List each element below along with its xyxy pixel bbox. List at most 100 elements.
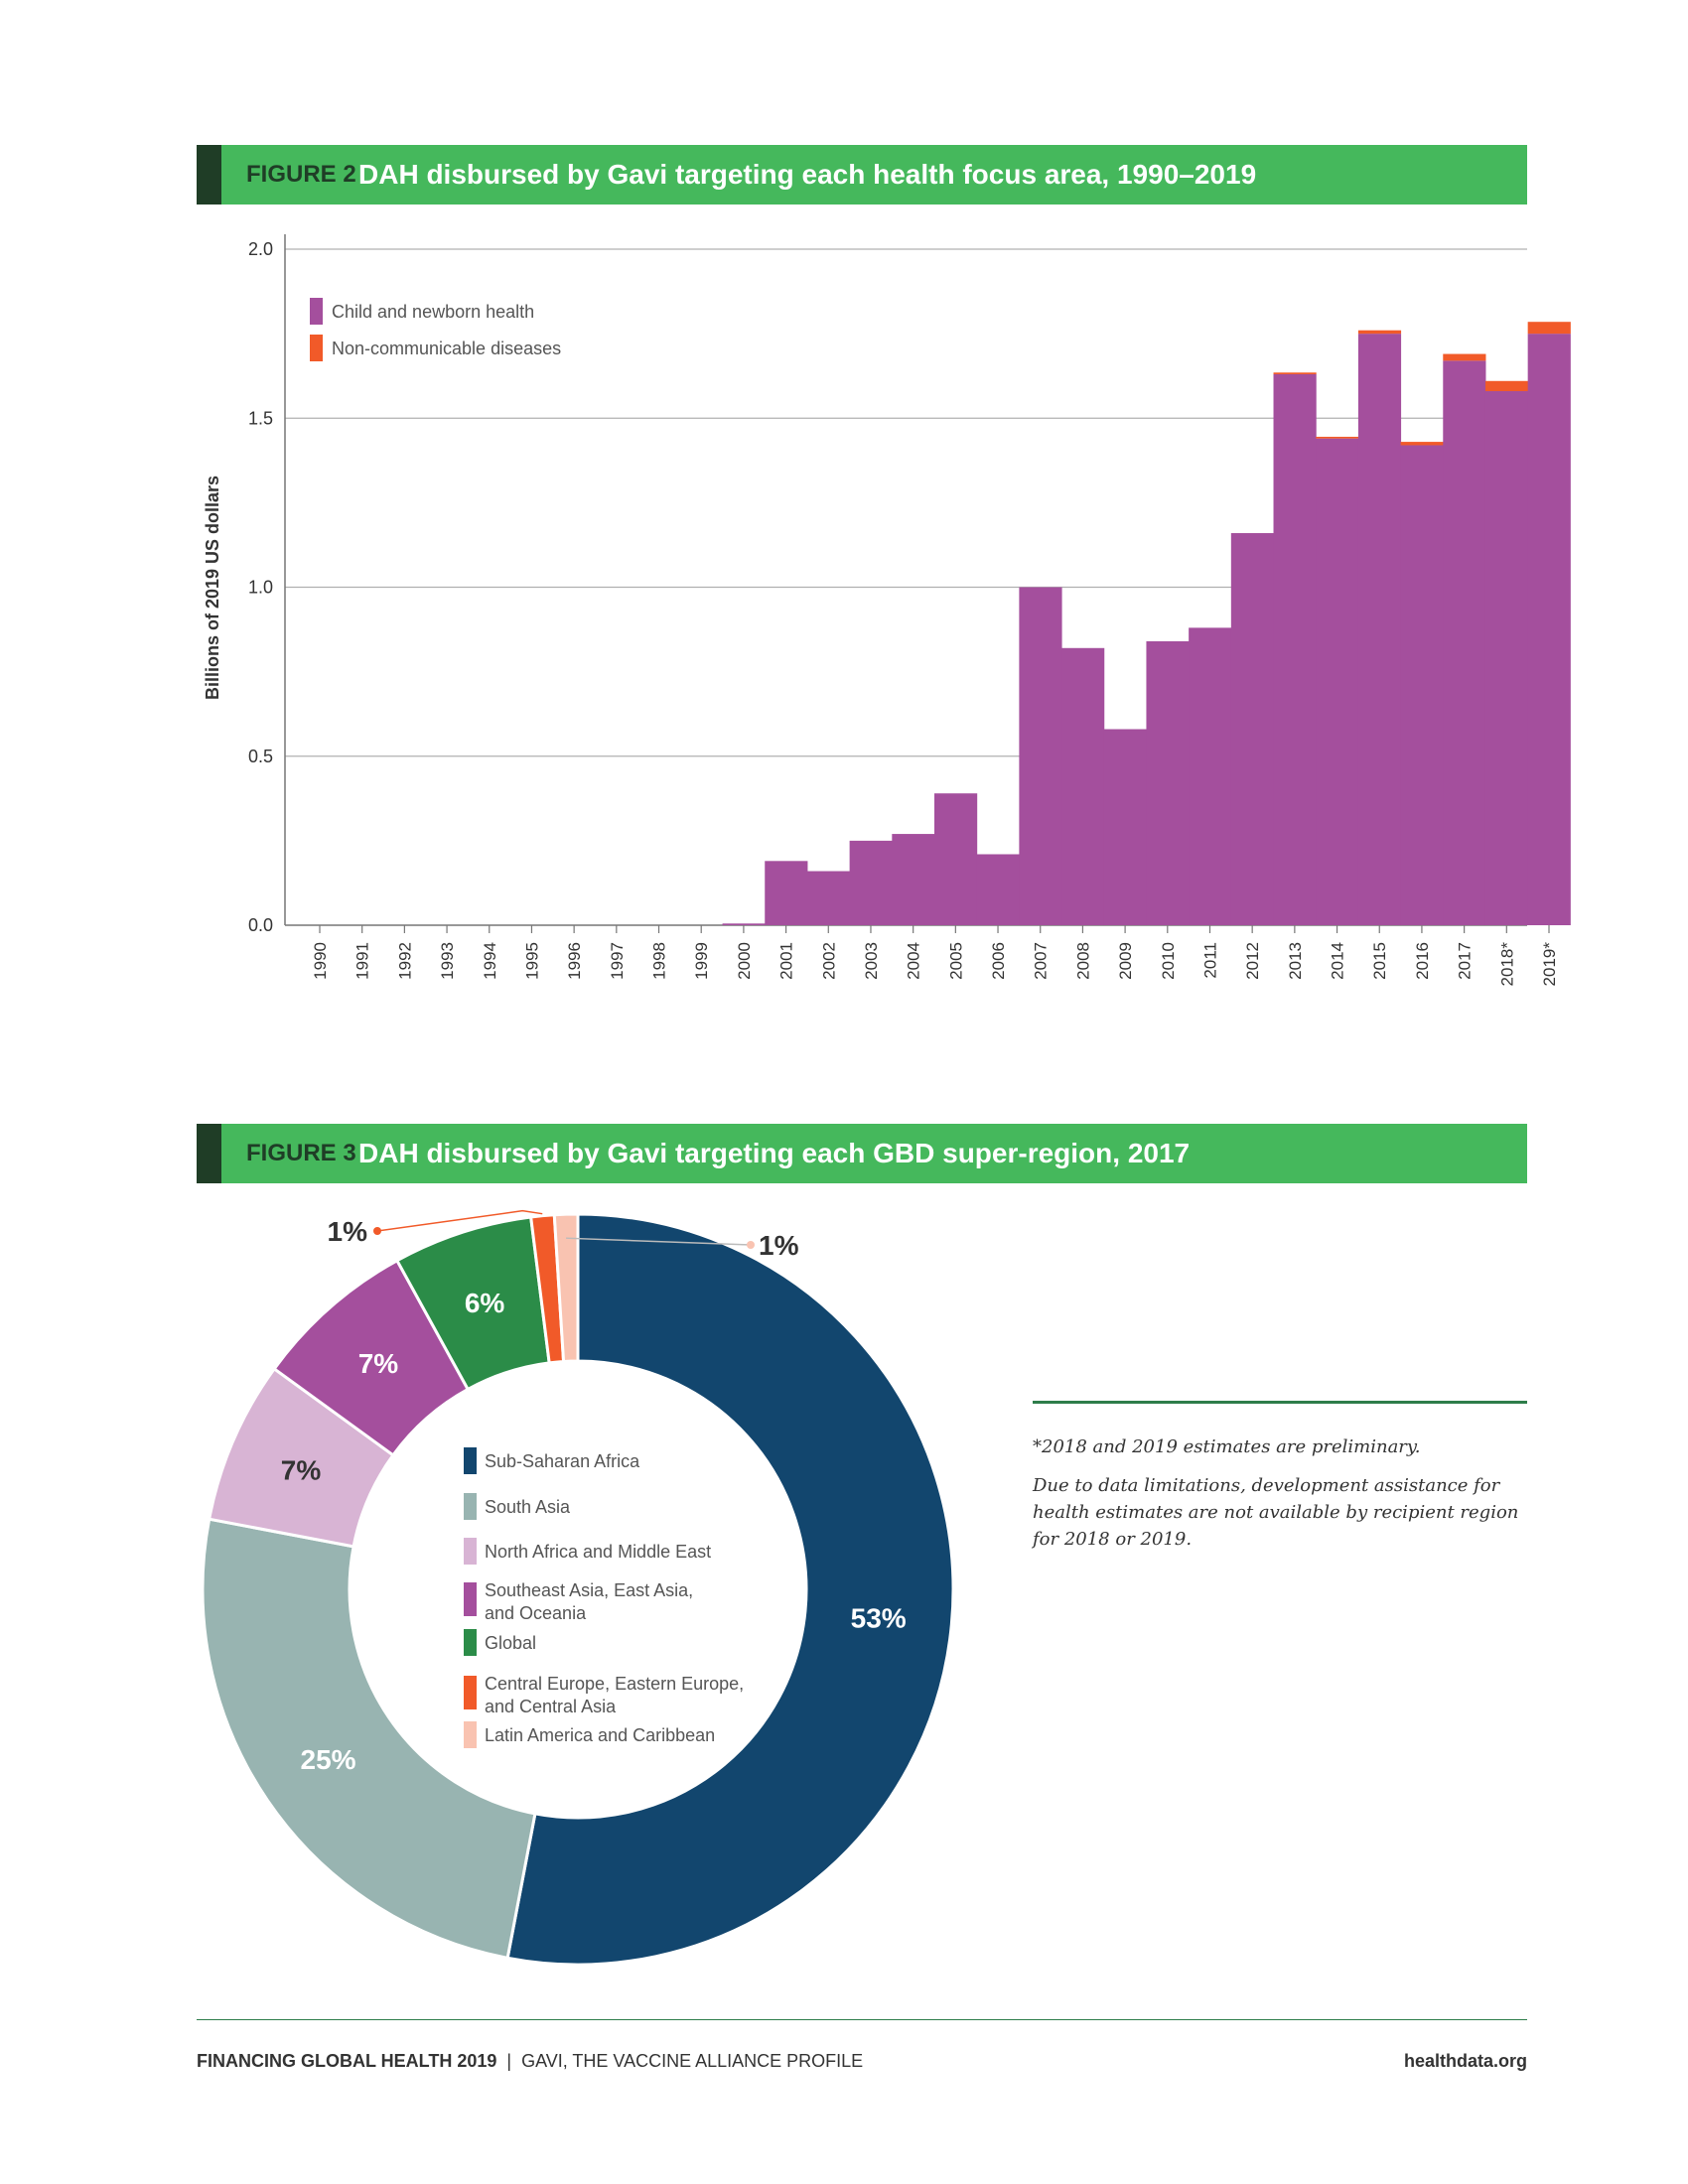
bar-segment-child-newborn [1189, 627, 1232, 925]
x-tick-label: 1998 [650, 942, 669, 980]
bar-segment-child-newborn [1103, 729, 1147, 925]
footer-report-title: FINANCING GLOBAL HEALTH 2019 [197, 2051, 497, 2071]
callout-line [376, 1209, 543, 1232]
donut-slice [201, 1517, 537, 1961]
x-tick-label: 1992 [395, 942, 414, 980]
x-tick-label: 2002 [819, 942, 838, 980]
x-tick-label: 2001 [777, 942, 796, 980]
legend-label: South Asia [485, 1497, 571, 1517]
legend-label-line: Sub-Saharan Africa [485, 1451, 640, 1471]
legend-label: Sub-Saharan Africa [485, 1451, 640, 1471]
stacked-bar-chart: 0.0 0.5 1.0 1.5 2.0 Billions of 2019 US dolla… [203, 234, 1571, 987]
x-tick-label: 2008 [1073, 942, 1092, 980]
y-tick-label: 2.0 [248, 239, 273, 259]
bar-segment-ncd [1443, 353, 1486, 361]
footer-left: FINANCING GLOBAL HEALTH 2019 | GAVI, THE V… [197, 2051, 863, 2072]
figure-3-label: FIGURE 3 [246, 1140, 356, 1166]
x-tick-label: 1997 [608, 942, 627, 980]
figure-2-title: DAH disbursed by Gavi targeting each hea… [358, 159, 1257, 190]
y-tick-label: 1.0 [248, 578, 273, 598]
bar-segment-child-newborn [1484, 391, 1529, 925]
x-tick-label: 2012 [1243, 942, 1262, 980]
slice-percent-label: 6% [465, 1288, 505, 1318]
bar-segment-child-newborn [806, 871, 851, 925]
legend-label: Non-communicable diseases [332, 339, 561, 358]
bar-segment-child-newborn [1146, 640, 1190, 925]
bar-segment-child-newborn [976, 854, 1020, 925]
x-tick-label: 2006 [989, 942, 1008, 980]
x-tick-label: 2000 [735, 942, 754, 980]
bar-segment-child-newborn [1273, 373, 1317, 925]
bar-segment-child-newborn [1400, 445, 1444, 925]
x-tick-label: 2018* [1497, 942, 1516, 987]
bar-segment-child-newborn [1443, 360, 1486, 925]
legend-label-line: and Oceania [485, 1603, 587, 1623]
legend-label: Child and newborn health [332, 302, 534, 322]
bar-segment-child-newborn [849, 840, 893, 925]
footer-site-link[interactable]: healthdata.org [1403, 2051, 1527, 2071]
slice-percent-label: 25% [301, 1744, 356, 1775]
legend-label-line: Central Europe, Eastern Europe, [485, 1674, 744, 1694]
callout-dot [747, 1241, 755, 1249]
bar-segment-child-newborn [1230, 533, 1275, 925]
x-tick-label: 2015 [1370, 942, 1389, 980]
callout-dot [373, 1227, 381, 1235]
bar-segment-child-newborn [1316, 438, 1359, 925]
bar-segment-child-newborn [934, 793, 978, 925]
x-tick-label: 2013 [1286, 942, 1305, 980]
legend-label-line: Global [485, 1633, 536, 1653]
bar-segment-child-newborn [1019, 587, 1062, 925]
legend-label-line: and Central Asia [485, 1697, 617, 1716]
figure-3-header: FIGURE 3 DAH disbursed by Gavi targeting… [197, 1124, 1527, 1183]
legend-label: Central Europe, Eastern Europe, and Centr… [485, 1674, 744, 1716]
bar-segment-ncd [1527, 322, 1571, 335]
legend-swatch [464, 1447, 477, 1474]
figure-2-label: FIGURE 2 [246, 161, 356, 188]
figure-2-header: FIGURE 2 DAH disbursed by Gavi targeting… [197, 145, 1527, 205]
slice-percent-label: 7% [281, 1454, 322, 1485]
bar-segment-child-newborn [1061, 647, 1105, 925]
bar-segment-ncd [1400, 442, 1444, 446]
x-tick-label: 1994 [481, 942, 499, 980]
donut-chart: 53% 25% 7% 7% 6% 1% 1% Sub-Saharan Africa South … [201, 1209, 955, 1967]
x-tick-label: 2017 [1456, 942, 1475, 980]
x-tick-label: 2009 [1116, 942, 1135, 980]
figure-2-tab [197, 145, 221, 205]
bar-segment-ncd [1484, 380, 1529, 392]
legend-swatch [464, 1582, 477, 1616]
x-tick-label: 2004 [905, 942, 923, 980]
bar-segment-child-newborn [1527, 334, 1571, 925]
footer-divider [197, 2019, 1527, 2020]
footer-separator: | [506, 2051, 512, 2071]
y-tick-label: 0.0 [248, 915, 273, 935]
slice-percent-label: 1% [759, 1230, 799, 1261]
x-tick-label: 2010 [1159, 942, 1178, 980]
x-tick-label: 1993 [438, 942, 457, 980]
legend-swatch [464, 1721, 477, 1748]
callout-line [566, 1237, 752, 1246]
bar-segment-ncd [1357, 330, 1402, 335]
x-tick-label: 2011 [1200, 942, 1219, 979]
legend-swatch [464, 1629, 477, 1656]
legend-label-line: South Asia [485, 1497, 571, 1517]
slice-percent-label: 53% [851, 1603, 907, 1634]
x-tick-label: 1991 [353, 942, 372, 980]
slice-percent-label: 1% [328, 1216, 368, 1247]
x-tick-label: 1990 [311, 942, 330, 980]
legend-label-line: Southeast Asia, East Asia, [485, 1580, 693, 1600]
slice-percent-label: 7% [358, 1348, 399, 1379]
bar-segment-ncd [1273, 372, 1317, 374]
legend-swatch [310, 335, 323, 361]
figure-3-title: DAH disbursed by Gavi targeting each GBD… [358, 1138, 1191, 1168]
x-tick-label: 2003 [862, 942, 881, 980]
donut-slice [552, 1212, 580, 1364]
bar-segment-child-newborn [1357, 334, 1402, 925]
bar-segment-child-newborn [722, 923, 766, 925]
x-tick-label: 1996 [565, 942, 584, 980]
bar-segment-child-newborn [765, 861, 808, 925]
x-tick-label: 2016 [1413, 942, 1432, 980]
footer-profile: GAVI, THE VACCINE ALLIANCE PROFILE [521, 2051, 864, 2071]
x-tick-label: 1995 [522, 942, 541, 980]
legend-label: Latin America and Caribbean [485, 1725, 715, 1745]
notes-divider [1033, 1401, 1527, 1404]
